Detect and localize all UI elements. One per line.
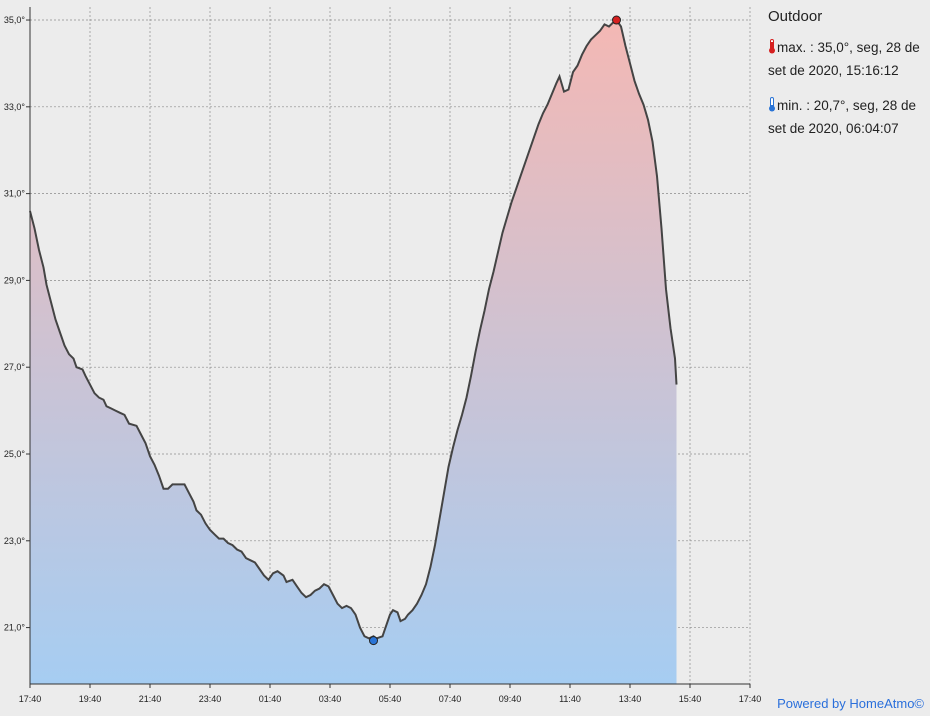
y-tick-label: 23,0° — [4, 536, 26, 546]
x-tick-label: 01:40 — [259, 694, 282, 704]
y-tick-label: 35,0° — [4, 15, 26, 25]
max-stat: max. : 35,0°, seg, 28 de set de 2020, 15… — [768, 37, 928, 81]
min-stat: min. : 20,7°, seg, 28 de set de 2020, 06… — [768, 95, 928, 139]
min-stat-text: min. : 20,7°, seg, 28 de set de 2020, 06… — [768, 98, 916, 136]
x-tick-label: 15:40 — [679, 694, 702, 704]
x-tick-label: 03:40 — [319, 694, 342, 704]
y-tick-label: 29,0° — [4, 275, 26, 285]
y-tick-label: 27,0° — [4, 362, 26, 372]
x-tick-label: 19:40 — [79, 694, 102, 704]
x-tick-label: 05:40 — [379, 694, 402, 704]
thermometer-cold-icon — [768, 97, 776, 118]
x-tick-label: 17:40 — [19, 694, 42, 704]
x-tick-label: 13:40 — [619, 694, 642, 704]
legend-panel: Outdoor max. : 35,0°, seg, 28 de set de … — [768, 6, 928, 153]
max-stat-text: max. : 35,0°, seg, 28 de set de 2020, 15… — [768, 40, 920, 78]
legend-title: Outdoor — [768, 8, 823, 25]
y-tick-label: 21,0° — [4, 623, 26, 633]
y-tick-label: 31,0° — [4, 189, 26, 199]
x-tick-labels: 17:40 19:40 21:40 23:40 01:40 03:40 05:40 07:40… — [19, 694, 762, 704]
x-tick-label: 23:40 — [199, 694, 222, 704]
min-point-marker[interactable] — [369, 636, 378, 646]
y-tick-label: 25,0° — [4, 449, 26, 459]
thermometer-hot-icon — [768, 39, 776, 60]
max-point-marker[interactable] — [612, 15, 621, 25]
y-tick-labels: 21,0° 23,0° 25,0° 27,0° 29,0° 31,0° 33,0° 35,0° — [4, 15, 26, 633]
x-tick-label: 07:40 — [439, 694, 462, 704]
y-tick-label: 33,0° — [4, 102, 26, 112]
x-tick-label: 09:40 — [499, 694, 522, 704]
x-tick-label: 21:40 — [139, 694, 162, 704]
x-tick-label: 11:40 — [559, 694, 581, 704]
powered-by-link[interactable]: Powered by HomeAtmo© — [777, 696, 924, 711]
x-tick-label: 17:40 — [739, 694, 762, 704]
temperature-line — [29, 18, 678, 640]
temperature-area-fill — [30, 20, 677, 684]
